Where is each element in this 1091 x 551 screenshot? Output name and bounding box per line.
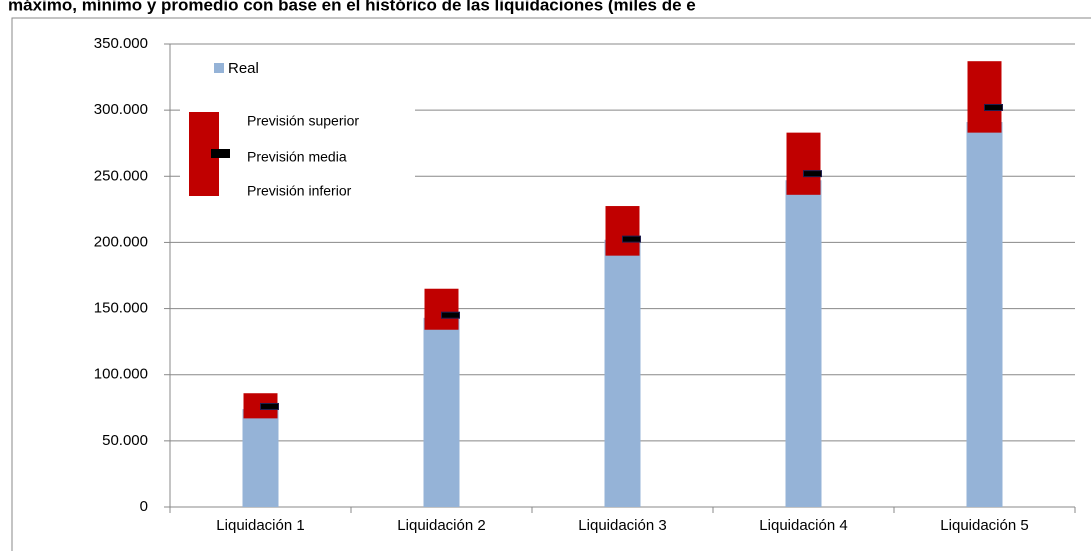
x-tick-label: Liquidación 5 — [940, 517, 1028, 534]
legend-label: Previsión inferior — [247, 183, 352, 199]
legend-label: Previsión superior — [247, 113, 359, 129]
y-tick-label: 0 — [140, 498, 148, 515]
bar — [966, 122, 1003, 507]
y-tick-label: 300.000 — [94, 101, 148, 118]
mean-marker — [622, 235, 641, 243]
y-tick-label: 200.000 — [94, 233, 148, 250]
chart-frame — [11, 17, 1091, 551]
x-tick-label: Liquidación 1 — [216, 517, 304, 534]
x-tick-label: Liquidación 4 — [759, 517, 847, 534]
bar — [785, 180, 822, 508]
range-bar — [605, 206, 640, 256]
x-tick-label: Liquidación 3 — [578, 517, 666, 534]
mean-marker — [441, 311, 460, 319]
range-bar — [967, 61, 1002, 133]
y-tick-label: 250.000 — [94, 167, 148, 184]
chart-title: máximo, mínimo y promedio con base en el… — [8, 0, 696, 14]
legend-label: Previsión media — [247, 149, 347, 165]
x-tick-label: Liquidación 2 — [397, 517, 485, 534]
range-bar — [424, 288, 459, 330]
y-tick-label: 50.000 — [102, 432, 148, 449]
mean-marker — [260, 402, 279, 410]
y-tick-label: 150.000 — [94, 300, 148, 317]
bar — [242, 409, 279, 507]
y-tick-label: 100.000 — [94, 366, 148, 383]
legend-swatch — [211, 149, 230, 158]
bar — [423, 317, 460, 507]
mean-marker — [984, 103, 1003, 111]
mean-marker — [803, 170, 822, 178]
legend-label: Real — [228, 60, 259, 77]
y-tick-label: 350.000 — [94, 35, 148, 52]
bar — [604, 239, 641, 508]
legend-swatch — [214, 63, 224, 73]
range-bar — [786, 132, 821, 195]
